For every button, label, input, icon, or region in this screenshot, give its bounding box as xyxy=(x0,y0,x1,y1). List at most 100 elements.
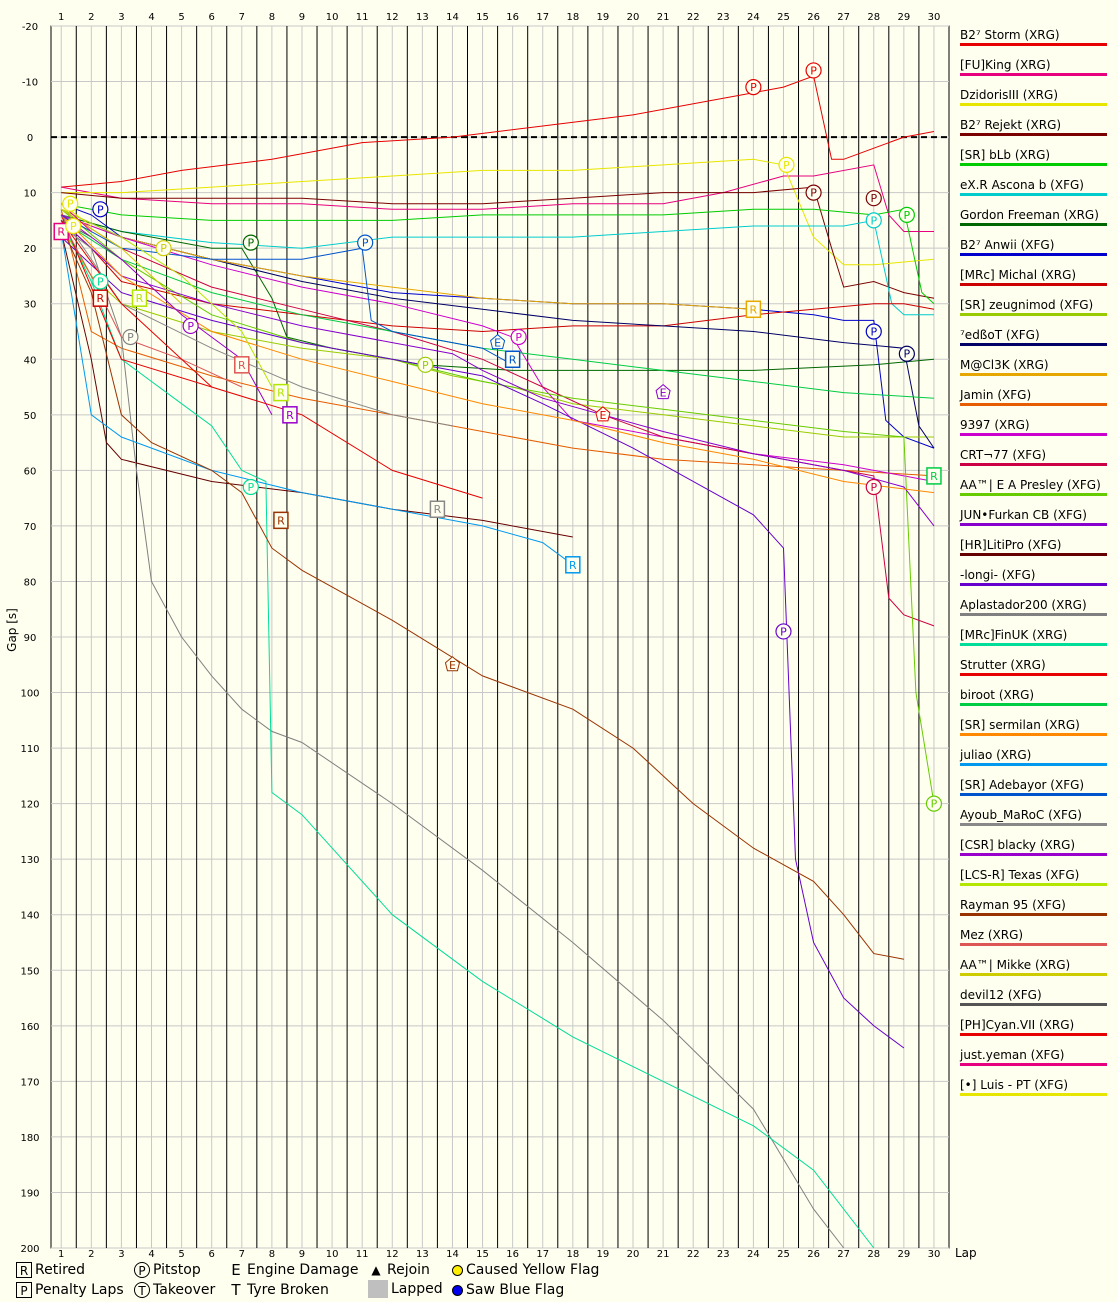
series-line xyxy=(61,214,754,310)
svg-text:P: P xyxy=(780,625,787,638)
x-tick-label-top: 6 xyxy=(209,12,215,23)
svg-text:P: P xyxy=(97,276,104,289)
key-label: Lapped xyxy=(391,1281,443,1297)
x-tick-label: 11 xyxy=(356,1249,369,1260)
legend-entry: B2⁷ Storm (XRG) xyxy=(955,26,1115,56)
x-tick-label: 2 xyxy=(88,1249,94,1260)
x-tick-label-top: 21 xyxy=(657,12,670,23)
x-tick-label-top: 19 xyxy=(597,12,610,23)
pitstop-icon: P xyxy=(134,1262,150,1278)
event-marker-P: P xyxy=(62,195,79,212)
x-tick-label-top: 23 xyxy=(717,12,730,23)
event-marker-P: P xyxy=(775,623,792,640)
y-tick-label: 80 xyxy=(24,577,37,588)
legend-swatch xyxy=(960,973,1107,976)
legend-swatch xyxy=(960,133,1107,136)
legend-swatch xyxy=(960,613,1107,616)
legend-entry: [SR] zeugnimod (XFG) xyxy=(955,296,1115,326)
svg-text:P: P xyxy=(904,348,911,361)
svg-text:P: P xyxy=(904,209,911,222)
key-lapped: Lapped xyxy=(368,1280,443,1298)
svg-text:P: P xyxy=(248,481,255,494)
x-tick-label-top: 5 xyxy=(178,12,184,23)
series-line xyxy=(60,208,273,388)
legend-label: [LCS-R] Texas (XFG) xyxy=(960,868,1080,882)
legend-entry: M@Cl3K (XRG) xyxy=(955,356,1115,386)
legend-label: B2⁷ Anwii (XFG) xyxy=(960,238,1055,252)
y-tick-label: -10 xyxy=(22,78,38,89)
svg-text:P: P xyxy=(750,81,757,94)
svg-text:R: R xyxy=(509,353,517,366)
series-line xyxy=(60,231,574,566)
series-line xyxy=(60,220,243,388)
x-tick-label: 8 xyxy=(269,1249,275,1260)
legend-label: [SR] Adebayor (XFG) xyxy=(960,778,1085,792)
svg-text:R: R xyxy=(136,292,144,305)
key-pitstop: P Pitstop xyxy=(134,1262,201,1278)
series-line xyxy=(61,164,934,232)
event-marker-R: R xyxy=(504,350,521,369)
retired-icon: R xyxy=(16,1262,32,1278)
event-marker-E: E xyxy=(490,333,506,350)
svg-text:R: R xyxy=(277,514,285,527)
legend-label: eX.R Ascona b (XFG) xyxy=(960,178,1084,192)
event-marker-P: P xyxy=(417,356,434,373)
key-label: Penalty Laps xyxy=(35,1282,124,1298)
x-tick-label: 17 xyxy=(536,1249,549,1260)
legend-entry: JUN•Furkan CB (XFG) xyxy=(955,506,1115,536)
x-tick-label-top: 18 xyxy=(566,12,579,23)
x-axis-label: Lap xyxy=(955,1246,977,1260)
key-label: Rejoin xyxy=(387,1262,430,1278)
rejoin-icon: ▲ xyxy=(371,1263,381,1277)
event-marker-P: P xyxy=(898,206,915,223)
y-tick-label: 170 xyxy=(20,1077,39,1088)
x-tick-label-top: 22 xyxy=(687,12,700,23)
legend-entry: Ayoub_MaRoC (XFG) xyxy=(955,806,1115,836)
legend-label: devil12 (XFG) xyxy=(960,988,1042,1002)
svg-text:R: R xyxy=(434,503,442,516)
takeover-icon: T xyxy=(134,1282,150,1298)
legend-entry: juliao (XRG) xyxy=(955,746,1115,776)
event-marker-P: P xyxy=(242,478,259,496)
legend-swatch xyxy=(960,1063,1107,1066)
x-tick-label-top: 7 xyxy=(239,12,245,23)
x-tick-label-top: 26 xyxy=(807,12,820,23)
legend-label: AA™| Mikke (XRG) xyxy=(960,958,1071,972)
svg-text:R: R xyxy=(238,359,246,372)
x-tick-label-top: 14 xyxy=(446,12,459,23)
event-marker-P: P xyxy=(805,184,822,201)
legend-label: ⁷edßoT (XFG) xyxy=(960,328,1040,342)
svg-text:R: R xyxy=(930,470,938,483)
x-tick-label: 4 xyxy=(148,1249,154,1260)
chart-grid xyxy=(50,25,950,1249)
legend-entry: [CSR] blacky (XRG) xyxy=(955,836,1115,866)
x-tick-label-top: 9 xyxy=(299,12,305,23)
event-marker-R: R xyxy=(926,467,942,485)
legend-entry: [MRc]FinUK (XRG) xyxy=(955,626,1115,656)
legend-swatch xyxy=(960,883,1107,886)
svg-text:P: P xyxy=(248,237,255,250)
legend-swatch xyxy=(960,1003,1107,1006)
key-takeover: T Takeover xyxy=(134,1282,215,1298)
legend-label: just.yeman (XFG) xyxy=(960,1048,1065,1062)
legend-entry: just.yeman (XFG) xyxy=(955,1046,1115,1076)
svg-text:P: P xyxy=(160,242,167,255)
legend-entry: [SR] sermilan (XRG) xyxy=(955,716,1115,746)
x-tick-label: 22 xyxy=(687,1249,700,1260)
event-marker-R: R xyxy=(53,222,69,241)
legend-label: B2⁷ Rejekt (XRG) xyxy=(960,118,1062,132)
legend-label: biroot (XRG) xyxy=(960,688,1035,702)
x-tick-label-top: 10 xyxy=(326,12,339,23)
legend-label: Mez (XRG) xyxy=(960,928,1024,942)
legend-entry: [HR]LitiPro (XFG) xyxy=(955,536,1115,566)
event-marker-R: R xyxy=(92,289,109,307)
svg-text:E: E xyxy=(494,337,501,350)
key-label: Caused Yellow Flag xyxy=(466,1262,600,1278)
y-tick-label: 50 xyxy=(24,411,37,422)
event-marker-R: R xyxy=(273,383,289,402)
legend-entry: ⁷edßoT (XFG) xyxy=(955,326,1115,356)
x-tick-label: 25 xyxy=(777,1249,790,1260)
event-marker-E: E xyxy=(444,656,461,672)
legend-swatch xyxy=(960,313,1107,316)
